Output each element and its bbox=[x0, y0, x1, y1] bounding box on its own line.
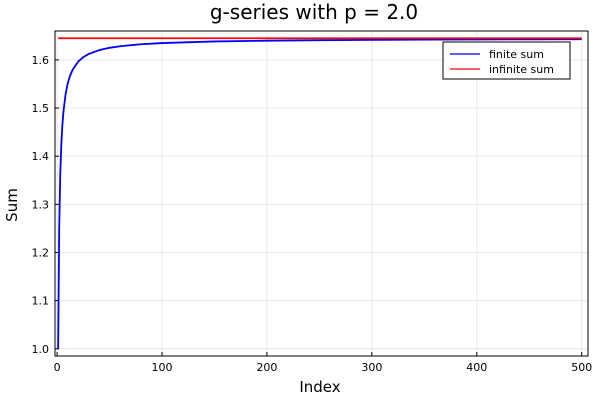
series-layer bbox=[57, 37, 582, 349]
y-tick-label: 1.4 bbox=[32, 150, 50, 163]
legend-label-infinite-sum: infinite sum bbox=[489, 63, 554, 76]
x-tick-label: 0 bbox=[54, 361, 61, 374]
series-line-finite-sum bbox=[57, 38, 582, 349]
y-tick-label: 1.6 bbox=[32, 54, 50, 67]
y-axis-label: Sum bbox=[3, 188, 21, 222]
legend-label-finite-sum: finite sum bbox=[489, 48, 544, 61]
x-tick-label: 500 bbox=[571, 361, 592, 374]
x-tick-label: 200 bbox=[256, 361, 277, 374]
x-axis-label: Index bbox=[299, 378, 340, 396]
grid bbox=[55, 31, 588, 356]
y-tick-label: 1.5 bbox=[32, 102, 50, 115]
x-tick-label: 100 bbox=[152, 361, 173, 374]
legend: finite sum infinite sum bbox=[442, 41, 571, 80]
legend-box bbox=[442, 41, 571, 80]
y-tick-label: 1.0 bbox=[32, 343, 50, 356]
x-axis-ticks: 0 100 200 300 400 500 bbox=[54, 352, 592, 374]
y-axis-ticks: 1.0 1.1 1.2 1.3 1.4 1.5 1.6 bbox=[32, 54, 59, 356]
y-tick-label: 1.3 bbox=[32, 198, 50, 211]
chart-title: g-series with p = 2.0 bbox=[210, 0, 418, 24]
plot-frame bbox=[54, 30, 589, 357]
x-tick-label: 300 bbox=[361, 361, 382, 374]
y-tick-label: 1.1 bbox=[32, 295, 50, 308]
y-tick-label: 1.2 bbox=[32, 246, 50, 259]
x-tick-label: 400 bbox=[466, 361, 487, 374]
